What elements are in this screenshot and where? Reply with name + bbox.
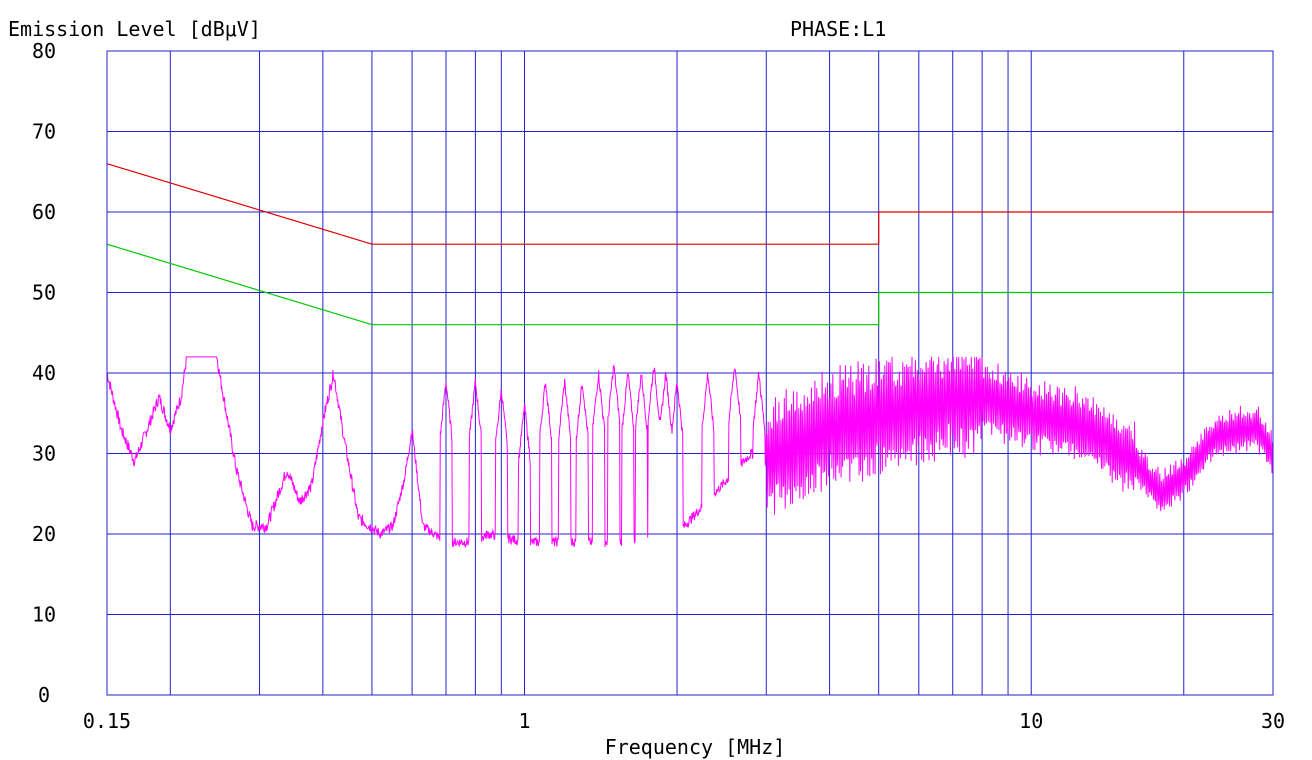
y-tick-label: 20 [32,522,56,546]
y-tick-label: 70 [32,120,56,144]
plot-frame [106,50,1274,696]
x-axis-label: Frequency [MHz] [605,735,786,759]
y-tick-labels: 0 10 20 30 40 50 60 70 80 [32,39,56,707]
y-tick-label: 50 [32,281,56,305]
y-tick-label: 0 [38,683,50,707]
y-axis-label: Emission Level [dBμV] [8,17,261,41]
y-tick-label: 40 [32,361,56,385]
x-tick-label: 0.15 [83,709,131,733]
y-tick-label: 60 [32,200,56,224]
y-tick-label: 80 [32,39,56,63]
x-tick-label: 30 [1261,709,1285,733]
qp-limit-line [106,163,1273,245]
x-tick-label: 10 [1019,709,1043,733]
y-tick-label: 10 [32,603,56,627]
y-tick-label: 30 [32,442,56,466]
grid [106,50,1274,696]
avg-limit-line [106,243,1273,326]
x-tick-labels: 0.15 1 10 30 [83,709,1285,733]
measurement-line [106,356,1274,549]
series-layer [106,163,1274,549]
chart-title: PHASE:L1 [790,17,886,41]
x-tick-label: 1 [518,709,530,733]
